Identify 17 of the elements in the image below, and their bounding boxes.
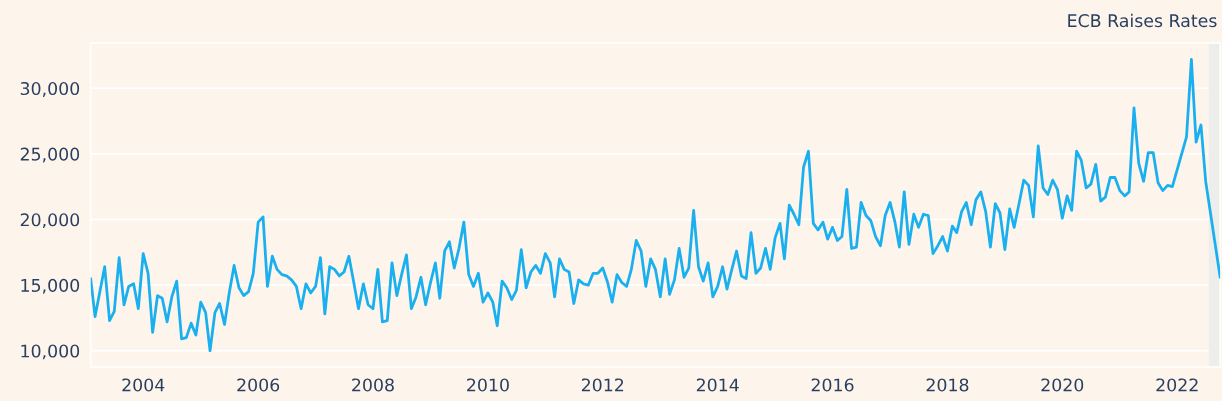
y-tick-label: 15,000 <box>21 278 80 294</box>
x-tick-label: 2008 <box>352 378 394 392</box>
x-tick-label: 2004 <box>122 378 165 392</box>
x-tick-label: 2018 <box>926 378 969 392</box>
x-tick-label: 2022 <box>1156 378 1198 392</box>
y-tick-label: 30,000 <box>20 81 80 97</box>
x-tick-label: 2014 <box>696 378 739 392</box>
x-tick-label: 2020 <box>1041 378 1084 392</box>
x-tick-label: 2006 <box>237 378 280 392</box>
x-tick-label: 2010 <box>467 378 509 392</box>
line-series <box>90 58 1221 353</box>
y-tick-label: 20,000 <box>20 213 80 229</box>
y-tick-label: 25,000 <box>20 147 80 163</box>
x-tick-label: 2016 <box>811 378 854 392</box>
band-label: ECB Raises Rates <box>1068 13 1217 28</box>
x-tick-label: 2012 <box>581 378 624 392</box>
y-tick-label: 10,000 <box>21 344 80 360</box>
